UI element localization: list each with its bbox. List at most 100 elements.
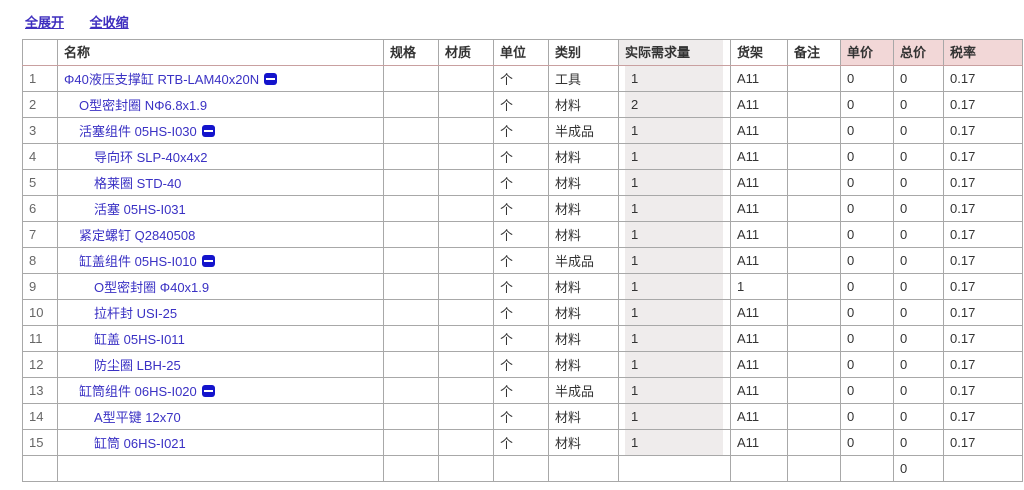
item-link[interactable]: 紧定螺钉 Q2840508: [79, 228, 196, 243]
column-header-label: 单价: [847, 45, 874, 60]
item-link[interactable]: 活塞组件 05HS-I030: [79, 124, 197, 139]
item-link[interactable]: 活塞 05HS-I031: [94, 202, 186, 217]
unit-cell: 个: [493, 247, 549, 274]
unit-price-cell: 0: [840, 195, 894, 222]
note-cell: [787, 377, 841, 404]
item-name-cell: 缸盖 05HS-I011: [57, 325, 384, 352]
row-number-cell: 11: [22, 325, 58, 352]
unit-cell: 个: [493, 351, 549, 378]
column-header-9: 单价: [840, 39, 894, 66]
shelf-cell: [730, 455, 788, 482]
unit-cell: 个: [493, 325, 549, 352]
column-header-0: [22, 39, 58, 66]
tax-rate-cell: 0.17: [943, 247, 1023, 274]
shelf-cell: A11: [730, 351, 788, 378]
category-cell: 材料: [548, 403, 619, 430]
item-link[interactable]: A型平键 12x70: [94, 410, 181, 425]
item-name-cell: 导向环 SLP-40x4x2: [57, 143, 384, 170]
material-cell: [438, 195, 494, 222]
material-cell: [438, 143, 494, 170]
column-header-label: 货架: [737, 45, 764, 60]
note-cell: [787, 169, 841, 196]
collapse-minus-icon[interactable]: [201, 255, 215, 267]
item-link[interactable]: O型密封圈 Φ40x1.9: [94, 280, 210, 295]
column-header-label: 单位: [500, 45, 527, 60]
spec-cell: [383, 65, 439, 92]
item-link[interactable]: 缸筒 06HS-I021: [94, 436, 186, 451]
note-cell: [787, 455, 841, 482]
item-link[interactable]: 缸盖 05HS-I011: [94, 332, 185, 347]
material-cell: [438, 221, 494, 248]
item-link[interactable]: 导向环 SLP-40x4x2: [94, 150, 208, 165]
table-row: 2 O型密封圈 NΦ6.8x1.9 个材料 2 A11 0 0 0.17: [22, 91, 1023, 118]
item-link[interactable]: 缸筒组件 06HS-I020: [79, 384, 197, 399]
item-link[interactable]: 格莱圈 STD-40: [94, 176, 182, 191]
expand-all-link[interactable]: 全展开: [25, 15, 65, 30]
material-cell: [438, 377, 494, 404]
shelf-cell: A11: [730, 65, 788, 92]
note-cell: [787, 65, 841, 92]
item-name-cell: O型密封圈 NΦ6.8x1.9: [57, 91, 384, 118]
column-header-2: 规格: [383, 39, 439, 66]
item-link[interactable]: 拉杆封 USI-25: [94, 306, 178, 321]
material-cell: [438, 169, 494, 196]
row-number-cell: 12: [22, 351, 58, 378]
table-row: 8 缸盖组件 05HS-I010 个半成品 1 A11 0 0 0.17: [22, 247, 1023, 274]
category-cell: 半成品: [548, 117, 619, 144]
unit-price-cell: 0: [840, 351, 894, 378]
item-link[interactable]: 防尘圈 LBH-25: [94, 358, 181, 373]
collapse-all-link[interactable]: 全收缩: [89, 15, 129, 30]
note-cell: [787, 221, 841, 248]
note-cell: [787, 117, 841, 144]
material-cell: [438, 429, 494, 456]
demand-qty-value: 1: [625, 248, 723, 273]
unit-cell: [493, 455, 549, 482]
demand-qty-value: 1: [625, 378, 723, 403]
item-name-cell: 拉杆封 USI-25: [57, 299, 384, 326]
total-price-cell: 0: [893, 247, 944, 274]
collapse-minus-icon[interactable]: [201, 385, 215, 397]
demand-qty-value: 1: [625, 404, 723, 429]
total-price-cell: 0: [893, 403, 944, 430]
spec-cell: [383, 273, 439, 300]
total-price-cell: 0: [893, 273, 944, 300]
item-link[interactable]: Φ40液压支撑缸 RTB-LAM40x20N: [64, 72, 260, 87]
note-cell: [787, 195, 841, 222]
note-cell: [787, 351, 841, 378]
table-row: 6 活塞 05HS-I031 个材料 1 A11 0 0 0.17: [22, 195, 1023, 222]
table-row: 13 缸筒组件 06HS-I020 个半成品 1 A11 0 0 0.17: [22, 377, 1023, 404]
unit-cell: 个: [493, 169, 549, 196]
category-cell: [548, 455, 619, 482]
demand-qty-value: 1: [625, 170, 723, 195]
spec-cell: [383, 195, 439, 222]
item-link[interactable]: 缸盖组件 05HS-I010: [79, 254, 197, 269]
tax-rate-cell: 0.17: [943, 195, 1023, 222]
row-number-cell: 10: [22, 299, 58, 326]
collapse-minus-icon[interactable]: [264, 73, 278, 85]
table-row: 3 活塞组件 05HS-I030 个半成品 1 A11 0 0 0.17: [22, 117, 1023, 144]
spec-cell: [383, 403, 439, 430]
unit-price-cell: 0: [840, 91, 894, 118]
table-row: 14 A型平键 12x70 个材料 1 A11 0 0 0.17: [22, 403, 1023, 430]
category-cell: 工具: [548, 65, 619, 92]
collapse-minus-icon[interactable]: [201, 125, 215, 137]
column-header-10: 总价: [893, 39, 944, 66]
row-number-cell: 5: [22, 169, 58, 196]
tax-rate-cell: 0.17: [943, 91, 1023, 118]
column-header-6: 实际需求量: [618, 39, 731, 66]
note-cell: [787, 143, 841, 170]
note-cell: [787, 429, 841, 456]
unit-price-cell: 0: [840, 403, 894, 430]
demand-qty-cell: 1: [618, 143, 731, 170]
row-number-cell: 3: [22, 117, 58, 144]
shelf-cell: A11: [730, 377, 788, 404]
demand-qty-value: 1: [625, 222, 723, 247]
demand-qty-cell: 1: [618, 273, 731, 300]
row-number-cell: 14: [22, 403, 58, 430]
demand-qty-cell: 2: [618, 91, 731, 118]
demand-qty-cell: 1: [618, 117, 731, 144]
shelf-cell: A11: [730, 403, 788, 430]
total-price-cell: 0: [893, 221, 944, 248]
total-price-cell: 0: [893, 351, 944, 378]
item-link[interactable]: O型密封圈 NΦ6.8x1.9: [79, 98, 208, 113]
